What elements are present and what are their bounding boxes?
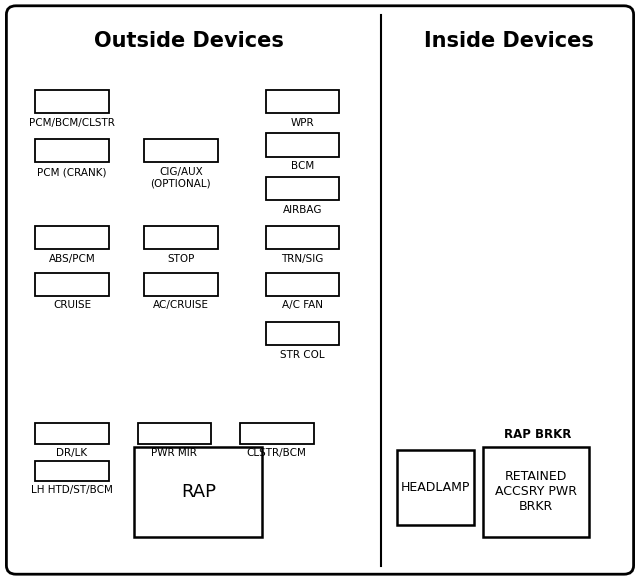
Text: LH HTD/ST/BCM: LH HTD/ST/BCM: [31, 485, 113, 495]
Bar: [266, 133, 339, 157]
Bar: [35, 273, 109, 296]
Text: ABS/PCM: ABS/PCM: [49, 254, 95, 264]
Text: Inside Devices: Inside Devices: [424, 31, 594, 50]
Bar: [144, 139, 218, 162]
Text: PCM (CRANK): PCM (CRANK): [37, 167, 107, 177]
Text: PWR MIR: PWR MIR: [152, 448, 197, 458]
Text: Outside Devices: Outside Devices: [94, 31, 284, 50]
Text: PCM/BCM/CLSTR: PCM/BCM/CLSTR: [29, 118, 115, 128]
Text: CIG/AUX
(OPTIONAL): CIG/AUX (OPTIONAL): [150, 167, 211, 188]
Text: HEADLAMP: HEADLAMP: [401, 481, 470, 494]
Bar: [397, 450, 474, 525]
Bar: [144, 226, 218, 249]
Bar: [35, 461, 109, 481]
Text: BCM: BCM: [291, 161, 314, 171]
Bar: [266, 322, 339, 345]
Text: DR/LK: DR/LK: [56, 448, 88, 458]
Bar: [266, 90, 339, 113]
FancyBboxPatch shape: [6, 6, 634, 574]
Bar: [266, 177, 339, 200]
Text: CLSTR/BCM: CLSTR/BCM: [247, 448, 307, 458]
Bar: [35, 423, 109, 444]
Bar: [266, 226, 339, 249]
Text: CRUISE: CRUISE: [53, 300, 91, 310]
Text: RETAINED
ACCSRY PWR
BRKR: RETAINED ACCSRY PWR BRKR: [495, 470, 577, 513]
Text: STOP: STOP: [167, 254, 195, 264]
Bar: [35, 139, 109, 162]
Bar: [138, 423, 211, 444]
Bar: [483, 447, 589, 536]
Text: TRN/SIG: TRN/SIG: [281, 254, 324, 264]
Bar: [35, 90, 109, 113]
Text: WPR: WPR: [291, 118, 314, 128]
Bar: [134, 447, 262, 536]
Bar: [266, 273, 339, 296]
Text: RAP BRKR: RAP BRKR: [504, 429, 572, 441]
Bar: [144, 273, 218, 296]
Text: STR COL: STR COL: [280, 350, 324, 360]
Bar: [240, 423, 314, 444]
Text: RAP: RAP: [181, 483, 216, 501]
Text: AIRBAG: AIRBAG: [283, 205, 322, 215]
Text: A/C FAN: A/C FAN: [282, 300, 323, 310]
Bar: [35, 226, 109, 249]
Text: AC/CRUISE: AC/CRUISE: [153, 300, 209, 310]
